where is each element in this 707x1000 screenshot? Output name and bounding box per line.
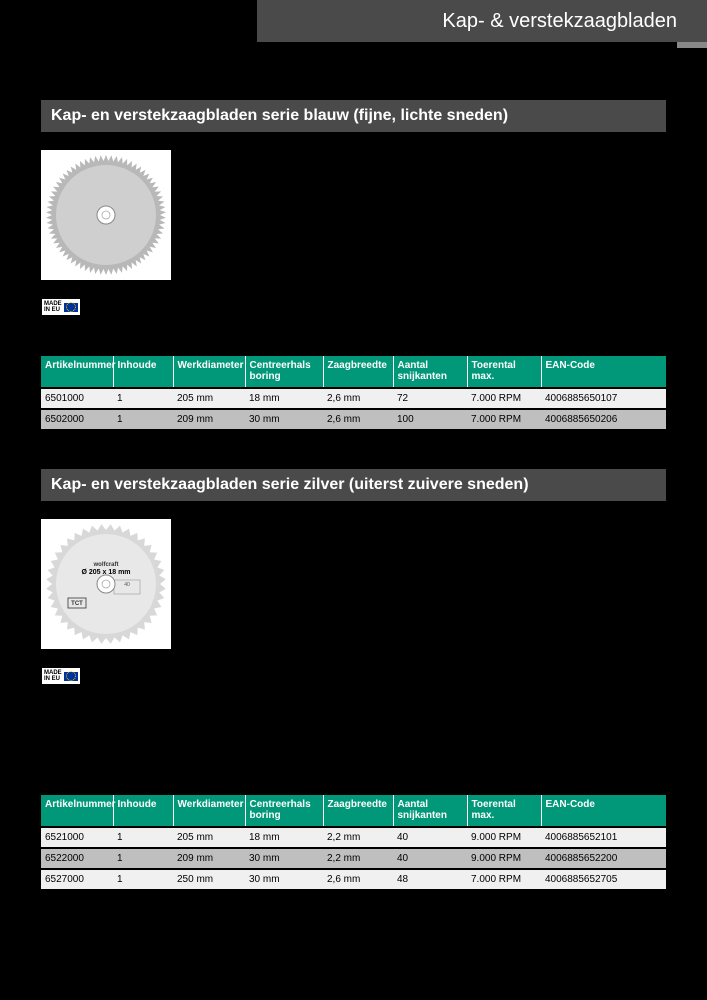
product-table: ArtikelnummerInhoudeWerkdiameterCentreer…: [41, 356, 666, 429]
cell-as: 100: [393, 409, 467, 429]
cell-zb: 2,2 mm: [323, 848, 393, 869]
spacer: [41, 685, 666, 795]
table-header-cb: Centreerhals boring: [245, 795, 323, 827]
cell-art: 6502000: [41, 409, 113, 429]
cell-wd: 209 mm: [173, 848, 245, 869]
cell-art: 6501000: [41, 388, 113, 409]
cell-zb: 2,6 mm: [323, 869, 393, 889]
cell-wd: 205 mm: [173, 388, 245, 409]
table-container: ArtikelnummerInhoudeWerkdiameterCentreer…: [41, 795, 666, 889]
cell-as: 72: [393, 388, 467, 409]
table-header-as: Aantal snijkan­ten: [393, 356, 467, 388]
cell-cb: 30 mm: [245, 869, 323, 889]
cell-cb: 30 mm: [245, 848, 323, 869]
made-in-eu-badge: MADEIN EU: [41, 298, 81, 316]
cell-art: 6521000: [41, 827, 113, 848]
cell-inh: 1: [113, 388, 173, 409]
cell-inh: 1: [113, 827, 173, 848]
page-content: Kap- en verstekzaagbladen serie blauw (f…: [41, 100, 666, 889]
eu-flag-icon: [64, 672, 78, 681]
section-title: Kap- en verstekzaagbladen serie zilver (…: [41, 469, 666, 501]
table-header-cb: Centreerhals boring: [245, 356, 323, 388]
cell-cb: 18 mm: [245, 827, 323, 848]
badge-text: MADEIN EU: [44, 301, 62, 313]
cell-wd: 209 mm: [173, 409, 245, 429]
cell-tm: 9.000 RPM: [467, 827, 541, 848]
svg-text:40: 40: [124, 582, 130, 588]
cell-inh: 1: [113, 848, 173, 869]
cell-as: 48: [393, 869, 467, 889]
cell-tm: 7.000 RPM: [467, 388, 541, 409]
table-header-wd: Werkdiameter: [173, 356, 245, 388]
table-header-inh: Inhoude: [113, 795, 173, 827]
section-spacer: [41, 429, 666, 469]
product-image: wolfcraft Ø 205 x 18 mm TCT 40: [41, 519, 171, 649]
cell-as: 40: [393, 827, 467, 848]
cell-wd: 250 mm: [173, 869, 245, 889]
cell-ean: 4006885652705: [541, 869, 666, 889]
table-header-art: Artikelnummer: [41, 356, 113, 388]
cell-ean: 4006885652200: [541, 848, 666, 869]
cell-ean: 4006885650107: [541, 388, 666, 409]
table-container: ArtikelnummerInhoudeWerkdiameterCentreer…: [41, 356, 666, 429]
cell-wd: 205 mm: [173, 827, 245, 848]
table-row: 65270001250 mm30 mm2,6 mm487.000 RPM4006…: [41, 869, 666, 889]
cell-tm: 9.000 RPM: [467, 848, 541, 869]
spacer: [41, 316, 666, 356]
cell-zb: 2,2 mm: [323, 827, 393, 848]
cell-tm: 7.000 RPM: [467, 869, 541, 889]
cell-ean: 4006885652101: [541, 827, 666, 848]
cell-zb: 2,6 mm: [323, 409, 393, 429]
table-header-ean: EAN-Code: [541, 795, 666, 827]
product-section: Kap- en verstekzaagbladen serie blauw (f…: [41, 100, 666, 469]
table-header-inh: Inhoude: [113, 356, 173, 388]
table-header-as: Aantal snijkan­ten: [393, 795, 467, 827]
table-header-tm: Toerental max.: [467, 356, 541, 388]
table-header-zb: Zaagbreedte: [323, 356, 393, 388]
cell-cb: 30 mm: [245, 409, 323, 429]
table-row: 65220001209 mm30 mm2,2 mm409.000 RPM4006…: [41, 848, 666, 869]
table-row: 65010001205 mm18 mm2,6 mm727.000 RPM4006…: [41, 388, 666, 409]
table-header-wd: Werkdiameter: [173, 795, 245, 827]
page-header-banner: Kap- & verstekzaagbladen: [257, 0, 707, 42]
cell-zb: 2,6 mm: [323, 388, 393, 409]
cell-cb: 18 mm: [245, 388, 323, 409]
table-row: 65210001205 mm18 mm2,2 mm409.000 RPM4006…: [41, 827, 666, 848]
product-image: [41, 150, 171, 280]
svg-text:TCT: TCT: [71, 601, 83, 607]
table-header-zb: Zaagbreedte: [323, 795, 393, 827]
cell-inh: 1: [113, 869, 173, 889]
table-header-ean: EAN-Code: [541, 356, 666, 388]
product-section: Kap- en verstekzaagbladen serie zilver (…: [41, 469, 666, 889]
cell-inh: 1: [113, 409, 173, 429]
banner-shadow: [677, 42, 707, 48]
cell-art: 6527000: [41, 869, 113, 889]
cell-as: 40: [393, 848, 467, 869]
table-header-art: Artikelnummer: [41, 795, 113, 827]
table-row: 65020001209 mm30 mm2,6 mm1007.000 RPM400…: [41, 409, 666, 429]
page-header-title: Kap- & verstekzaagbladen: [442, 10, 677, 33]
cell-tm: 7.000 RPM: [467, 409, 541, 429]
svg-text:wolfcraft: wolfcraft: [92, 562, 118, 568]
product-table: ArtikelnummerInhoudeWerkdiameterCentreer…: [41, 795, 666, 889]
table-header-tm: Toerental max.: [467, 795, 541, 827]
cell-art: 6522000: [41, 848, 113, 869]
made-in-eu-badge: MADEIN EU: [41, 667, 81, 685]
section-title: Kap- en verstekzaagbladen serie blauw (f…: [41, 100, 666, 132]
cell-ean: 4006885650206: [541, 409, 666, 429]
badge-text: MADEIN EU: [44, 670, 62, 682]
eu-flag-icon: [64, 303, 78, 312]
